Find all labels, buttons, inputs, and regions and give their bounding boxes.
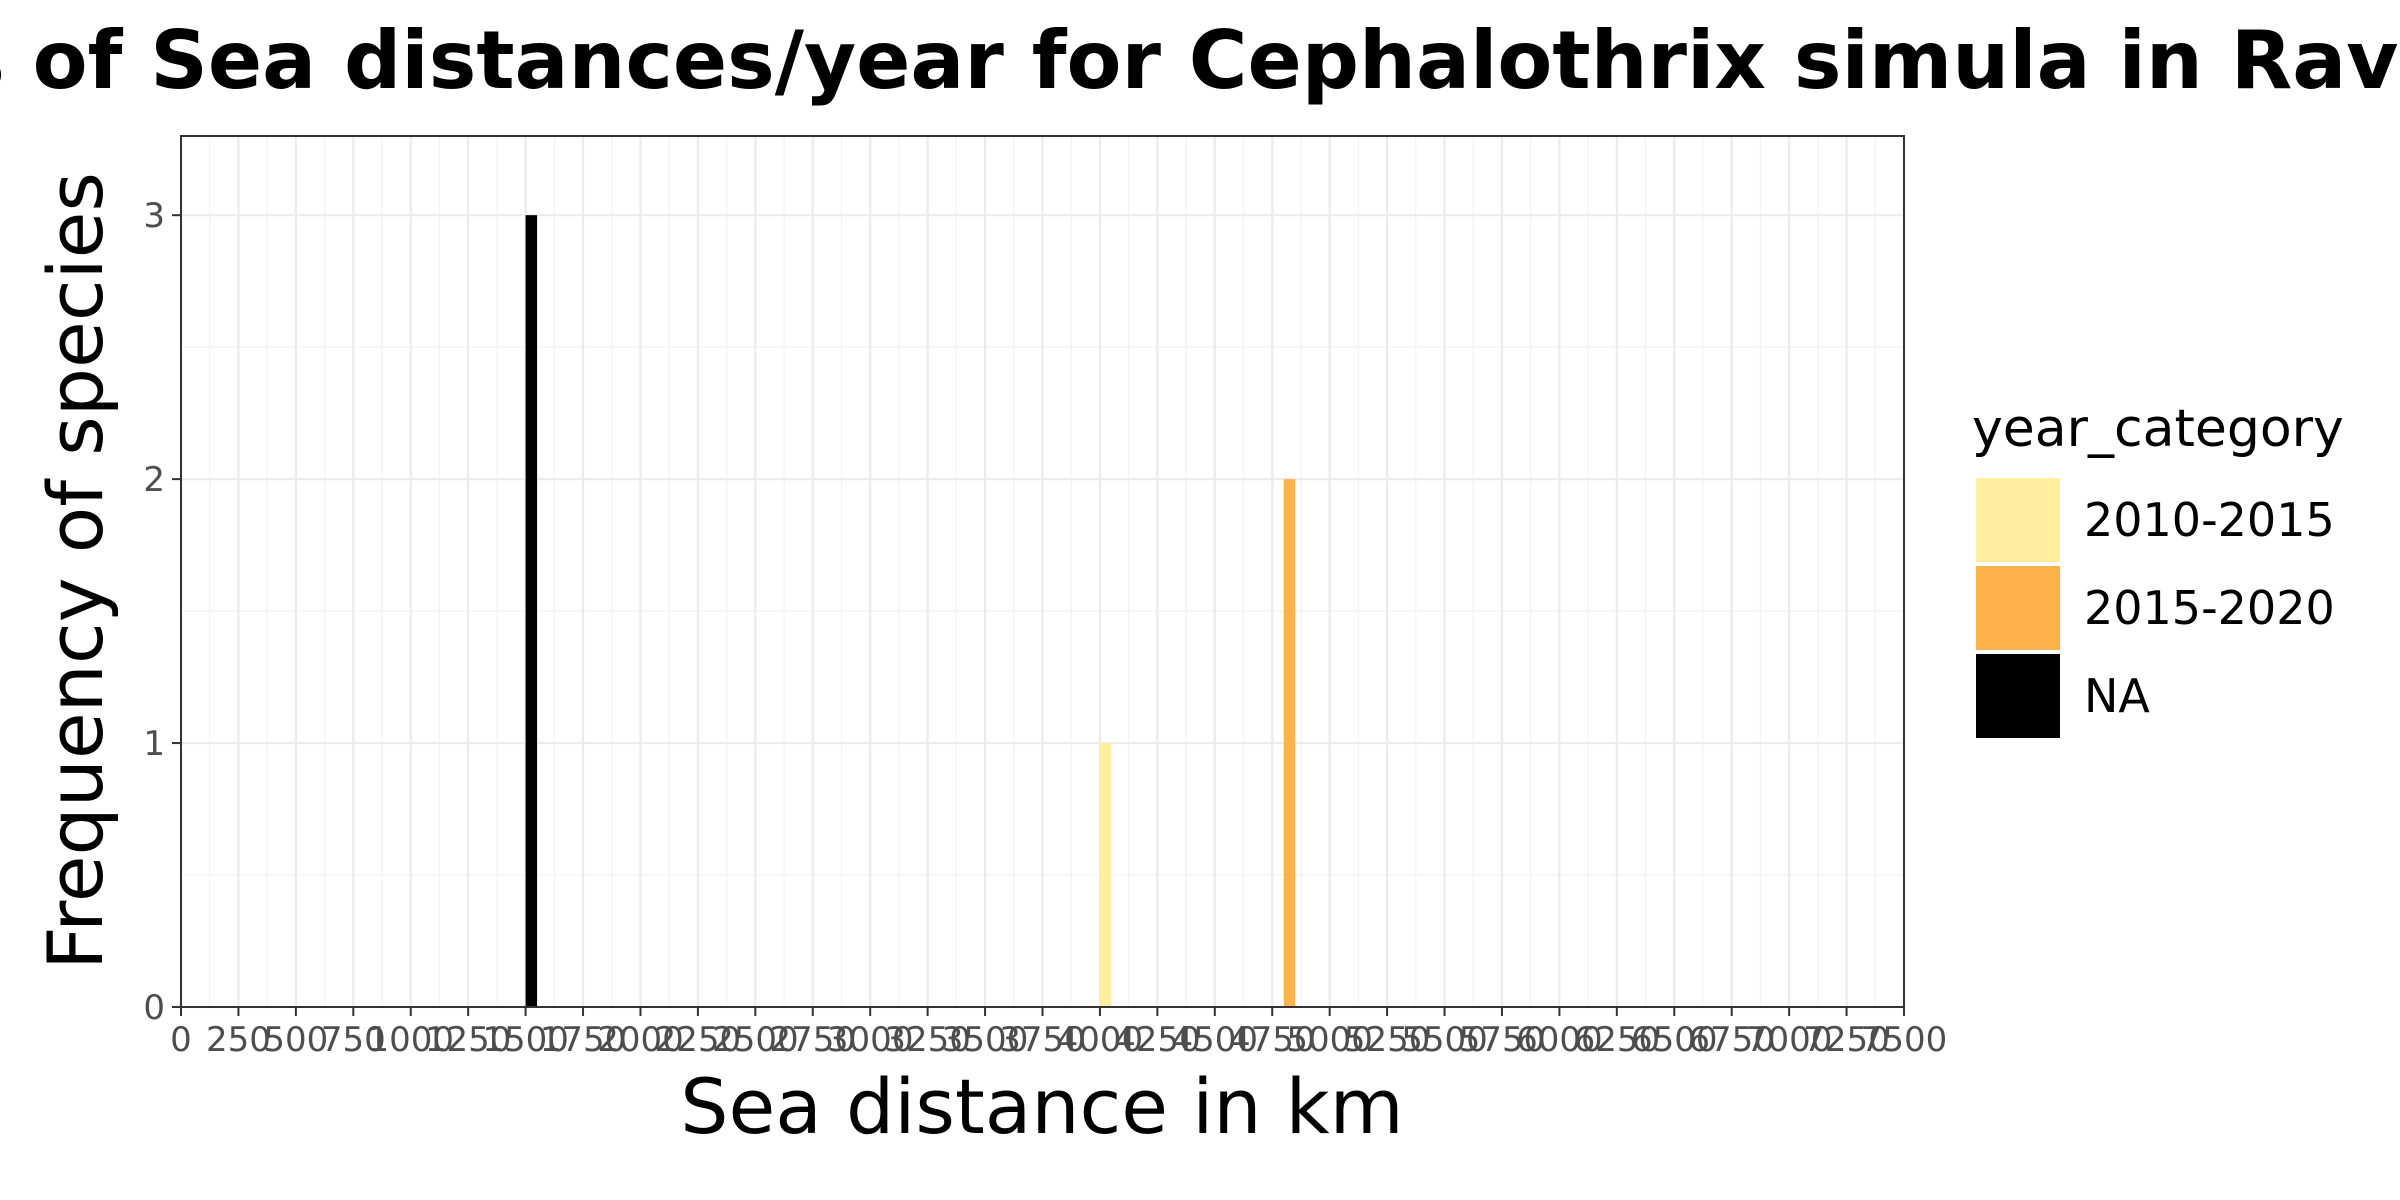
x-tick-label: 5250 <box>1344 1020 1431 1060</box>
grid-lines <box>179 136 1906 1009</box>
legend-label: NA <box>2084 669 2150 723</box>
legend-key <box>1976 654 2060 738</box>
y-tick-label: 2 <box>143 460 165 500</box>
x-axis-title: Sea distance in km <box>680 1062 1403 1151</box>
bars <box>525 215 1296 1007</box>
y-tick-label: 0 <box>143 988 165 1028</box>
y-tick-label: 1 <box>143 724 165 764</box>
x-tick-label: 1500 <box>482 1020 569 1060</box>
bar-na <box>525 215 538 1007</box>
legend-key <box>1976 478 2060 562</box>
x-tick-label: 3250 <box>884 1020 971 1060</box>
x-tick-label: 4500 <box>1172 1020 1259 1060</box>
x-tick-label: 6750 <box>1688 1020 1775 1060</box>
x-tick-label: 1250 <box>425 1020 512 1060</box>
x-tick-label: 4750 <box>1229 1020 1316 1060</box>
x-tick-label: 3750 <box>999 1020 1086 1060</box>
y-axis-title: Frequency of species <box>31 172 120 970</box>
x-tick-label: 6500 <box>1631 1020 1718 1060</box>
x-tick-label: 250 <box>206 1020 271 1060</box>
y-tick-label: 3 <box>143 196 165 236</box>
x-tick-label: 2750 <box>770 1020 857 1060</box>
x-tick-label: 5500 <box>1401 1020 1488 1060</box>
x-tick-label: 2250 <box>655 1020 742 1060</box>
x-tick-label: 3500 <box>942 1020 1029 1060</box>
legend-key <box>1976 566 2060 650</box>
x-tick-label: 6250 <box>1574 1020 1661 1060</box>
bar-2010-2015 <box>1099 743 1112 1007</box>
x-tick-label: 2500 <box>712 1020 799 1060</box>
x-tick-label: 7000 <box>1746 1020 1833 1060</box>
x-tick-label: 2000 <box>597 1020 684 1060</box>
legend-label: 2010-2015 <box>2084 493 2335 547</box>
x-tick-label: 4000 <box>1057 1020 1144 1060</box>
x-tick-label: 7500 <box>1861 1020 1948 1060</box>
x-tick-label: 5000 <box>1286 1020 1373 1060</box>
legend-title: year_category <box>1972 399 2344 459</box>
legend: year_category 2010-2015 2015-2020 NA <box>1972 399 2344 738</box>
x-axis-ticks: 0 250500750100012501500175020002250250027… <box>170 1007 1947 1060</box>
chart-title: Frequencies of Sea distances/year for Ce… <box>0 14 2400 107</box>
x-tick-label: 5750 <box>1459 1020 1546 1060</box>
x-tick-label: 7250 <box>1803 1020 1890 1060</box>
bar-2015-2020 <box>1283 479 1296 1007</box>
x-tick-label: 6000 <box>1516 1020 1603 1060</box>
legend-items: 2010-2015 2015-2020 NA <box>1976 478 2335 738</box>
x-tick-label: 750 <box>321 1020 386 1060</box>
legend-label: 2015-2020 <box>2084 581 2335 635</box>
x-tick-label: 0 <box>170 1020 192 1060</box>
x-tick-label: 4250 <box>1114 1020 1201 1060</box>
x-tick-label: 3000 <box>827 1020 914 1060</box>
x-tick-label: 1750 <box>540 1020 627 1060</box>
x-tick-label: 1000 <box>367 1020 454 1060</box>
x-tick-label: 500 <box>263 1020 328 1060</box>
y-axis-ticks: 0 1 2 3 <box>143 196 181 1028</box>
